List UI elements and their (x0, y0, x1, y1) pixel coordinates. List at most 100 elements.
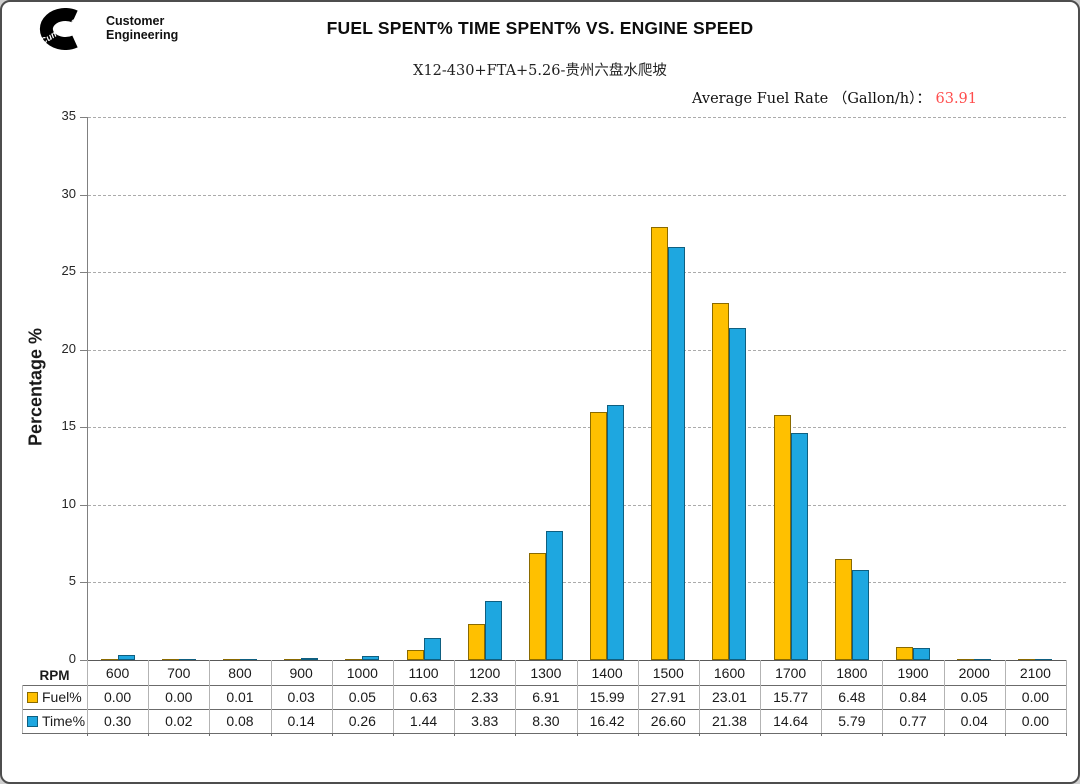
rpm-header-cell-2000: 2000 (958, 664, 990, 681)
fuel-value-cell-800: 0.01 (226, 689, 254, 705)
table-stub-10 (698, 733, 700, 736)
cummins-c-icon: Cummins (38, 8, 78, 50)
table-stub-15 (1004, 733, 1006, 736)
time-value-cell-1400: 16.42 (589, 713, 625, 729)
bar-time-900 (301, 658, 319, 660)
fuel-value-cell-1400: 15.99 (589, 689, 625, 705)
table-vline-left (22, 685, 23, 733)
bar-time-1600 (729, 328, 747, 660)
fuel-legend-label: Fuel% (42, 689, 82, 705)
table-stub-12 (821, 733, 823, 736)
time-value-cell-1300: 8.30 (532, 713, 560, 729)
page-subtitle: X12-430+FTA+5.26-贵州六盘水爬坡 (413, 63, 667, 79)
table-vline-3 (270, 660, 272, 733)
rpm-header-cell-800: 800 (228, 664, 252, 681)
table-stub-0 (87, 733, 88, 736)
fuel-value-cell-1000: 0.05 (348, 689, 376, 705)
bar-time-1200 (484, 601, 502, 660)
bar-time-1800 (851, 570, 869, 660)
table-stub-2 (209, 733, 211, 736)
table-vline-15 (1004, 660, 1006, 733)
bar-fuel-1500 (651, 227, 669, 660)
rpm-header-cell-700: 700 (167, 664, 191, 681)
fuel-value-cell-1800: 6.48 (838, 689, 866, 705)
y-tick-5 (80, 582, 87, 584)
rpm-header-cell-1300: 1300 (530, 664, 562, 681)
bar-time-1100 (423, 638, 441, 660)
time-value-cell-900: 0.14 (287, 713, 315, 729)
time-value-cell-800: 0.08 (226, 713, 254, 729)
y-tick-label-0: 0 (68, 651, 76, 666)
y-tick-0 (80, 660, 87, 661)
logo-line1: Customer (106, 14, 165, 28)
table-stub-3 (270, 733, 272, 736)
y-tick-label-25: 25 (61, 263, 76, 279)
y-axis-line (87, 117, 88, 660)
bar-time-1900 (913, 648, 931, 660)
table-hline-3 (22, 733, 1066, 734)
legend-cell-time: Time% (22, 709, 92, 733)
cummins-logo: Cummins Customer Engineering (30, 8, 178, 50)
table-vline-0 (87, 660, 88, 733)
table-stub-5 (392, 733, 394, 736)
fuel-value-cell-2100: 0.00 (1021, 689, 1050, 705)
rpm-header-cell-1500: 1500 (652, 664, 684, 681)
bar-fuel-1900 (896, 647, 914, 660)
rpm-header-cell-600: 600 (105, 664, 130, 681)
time-value-cell-700: 0.02 (165, 713, 193, 729)
table-stub-4 (331, 733, 333, 736)
bar-fuel-1600 (712, 303, 730, 660)
table-vline-13 (882, 660, 884, 733)
bar-time-1400 (607, 405, 625, 660)
time-value-cell-1700: 14.64 (773, 713, 809, 729)
y-tick-label-15: 15 (61, 418, 76, 434)
table-stub-6 (454, 733, 456, 736)
y-tick-30 (80, 194, 87, 196)
time-value-cell-1600: 21.38 (711, 713, 747, 729)
table-stub-9 (637, 733, 639, 736)
time-value-cell-1000: 0.26 (348, 713, 376, 729)
gridline-10 (88, 504, 1066, 506)
table-vline-8 (576, 660, 578, 733)
time-value-cell-1800: 5.79 (838, 713, 866, 729)
table-vline-9 (637, 660, 639, 733)
time-legend-swatch (27, 715, 38, 727)
time-value-cell-1100: 1.44 (409, 713, 438, 729)
rpm-header-cell-900: 900 (289, 664, 313, 681)
table-stub-13 (882, 733, 884, 736)
bar-fuel-1400 (590, 412, 608, 660)
rpm-header-cell-1800: 1800 (836, 664, 868, 681)
average-fuel-rate-label: Average Fuel Rate （Gallon/h）： (692, 91, 936, 107)
rpm-header-cell-1600: 1600 (713, 664, 746, 681)
table-vline-1 (148, 660, 150, 733)
fuel-value-cell-2000: 0.05 (960, 689, 988, 705)
fuel-value-cell-1200: 2.33 (471, 689, 499, 705)
gridline-15 (88, 427, 1066, 429)
bar-time-1300 (545, 531, 563, 660)
y-tick-label-20: 20 (61, 340, 76, 356)
gridline-30 (88, 194, 1066, 196)
y-tick-35 (80, 117, 87, 118)
bar-time-600 (117, 655, 135, 660)
logo-text: Customer Engineering (106, 14, 178, 42)
time-value-cell-1200: 3.83 (471, 713, 499, 729)
rpm-header-cell-1100: 1100 (408, 664, 439, 681)
fuel-value-cell-1900: 0.84 (899, 689, 927, 705)
y-tick-label-35: 35 (61, 108, 76, 123)
legend-cell-fuel: Fuel% (22, 685, 92, 709)
table-vline-16 (1066, 660, 1067, 733)
bar-fuel-1800 (834, 559, 852, 660)
y-tick-label-30: 30 (61, 185, 76, 201)
fuel-value-cell-1600: 23.01 (711, 689, 747, 705)
rpm-header-cell-1400: 1400 (591, 664, 623, 681)
page-title: FUEL SPENT% TIME SPENT% VS. ENGINE SPEED (326, 18, 754, 38)
time-value-cell-1500: 26.60 (650, 713, 686, 729)
fuel-value-cell-1300: 6.91 (532, 689, 560, 705)
average-fuel-rate: Average Fuel Rate （Gallon/h）： 63.91 (692, 87, 977, 108)
y-tick-20 (80, 349, 87, 351)
average-fuel-rate-value: 63.91 (935, 91, 978, 107)
fuel-value-cell-600: 0.00 (103, 689, 132, 705)
